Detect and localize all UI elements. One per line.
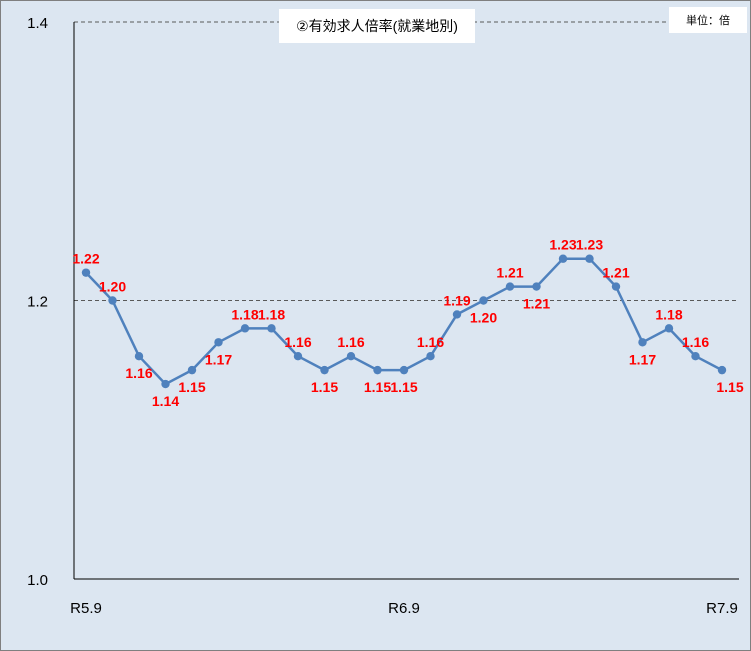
data-label-12: 1.15: [390, 379, 417, 395]
data-point-22: [664, 324, 674, 333]
data-point-5: [214, 338, 223, 347]
data-label-0: 1.22: [72, 251, 99, 267]
data-label-7: 1.18: [258, 306, 285, 322]
data-point-23: [691, 352, 700, 361]
x-tick-label-1: R6.9: [388, 600, 420, 617]
data-point-24: [717, 365, 727, 375]
data-point-1: [108, 296, 117, 305]
data-point-2: [134, 352, 144, 361]
data-label-6: 1.18: [231, 306, 258, 322]
data-point-16: [505, 282, 515, 291]
data-point-11: [373, 365, 382, 375]
data-label-10: 1.16: [337, 334, 364, 350]
y-tick-label-1: 1.2: [27, 294, 48, 311]
x-tick-label-2: R7.9: [706, 600, 738, 617]
data-label-16: 1.21: [496, 265, 523, 281]
unit-label: 単位：倍: [669, 7, 747, 33]
data-label-9: 1.15: [311, 379, 338, 395]
data-label-14: 1.19: [443, 292, 470, 308]
y-tick-label-0: 1.0: [27, 572, 48, 589]
data-label-2: 1.16: [125, 365, 152, 381]
data-label-20: 1.21: [602, 265, 629, 281]
data-label-17: 1.21: [523, 296, 550, 312]
data-label-21: 1.17: [629, 351, 656, 367]
data-point-0: [81, 268, 91, 277]
data-label-11: 1.15: [364, 379, 391, 395]
y-tick-label-2: 1.4: [27, 15, 48, 32]
data-label-4: 1.15: [178, 379, 205, 395]
data-point-21: [638, 338, 647, 347]
data-point-17: [532, 282, 541, 291]
axes: [73, 22, 739, 580]
data-label-1: 1.20: [99, 279, 126, 295]
data-point-3: [161, 379, 170, 389]
data-point-19: [585, 254, 594, 263]
data-label-13: 1.16: [417, 334, 444, 350]
data-point-7: [267, 324, 276, 333]
data-labels: 1.221.201.161.141.151.171.18 1.181.161.15…: [72, 237, 743, 409]
x-tick-label-0: R5.9: [70, 600, 102, 617]
data-point-18: [558, 254, 568, 263]
tick-labels: 1.0 1.2 1.4 R5.9 R6.9 R7.9: [27, 15, 738, 617]
data-point-6: [240, 324, 250, 333]
data-point-9: [320, 365, 329, 375]
data-point-14: [452, 310, 462, 319]
data-point-8: [293, 352, 303, 361]
data-label-22: 1.18: [655, 306, 682, 322]
data-label-19: 1.23: [576, 237, 603, 253]
data-point-12: [399, 365, 409, 375]
chart-title: ②有効求人倍率(就業地別): [279, 9, 475, 43]
data-label-8: 1.16: [284, 334, 311, 350]
data-label-5: 1.17: [205, 351, 232, 367]
data-label-23: 1.16: [682, 334, 709, 350]
grid: [74, 21, 739, 301]
data-point-10: [346, 352, 356, 361]
data-point-20: [611, 282, 621, 291]
data-point-4: [187, 365, 197, 375]
data-points: [81, 254, 727, 389]
data-label-3: 1.14: [152, 393, 179, 409]
data-label-15: 1.20: [470, 310, 497, 326]
data-label-24: 1.15: [716, 379, 743, 395]
data-point-15: [479, 296, 488, 305]
data-label-18: 1.23: [549, 237, 576, 253]
data-point-13: [426, 352, 435, 361]
